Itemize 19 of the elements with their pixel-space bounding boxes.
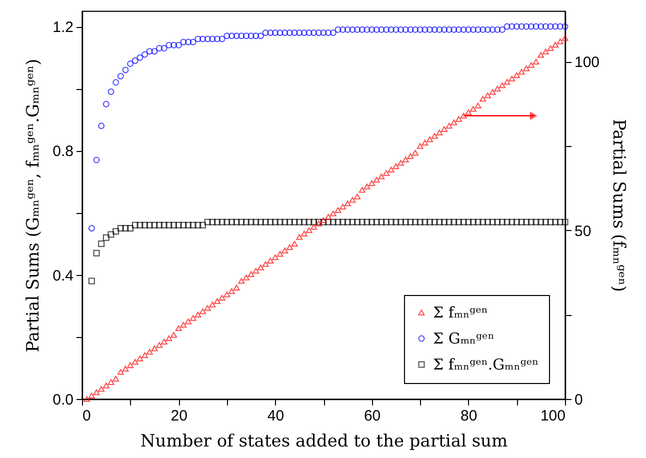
x-tick-label: 60 xyxy=(364,408,381,424)
y-tick-label: 0.4 xyxy=(52,267,74,284)
y-tick-label: 0.8 xyxy=(52,143,74,160)
x-tick-label: 100 xyxy=(540,408,566,424)
y-axis-title: Partial Sums (Gₘₙᵍᵉⁿ, fₘₙᵍᵉⁿ.Gₘₙᵍᵉⁿ) xyxy=(24,58,44,352)
legend-label: Σ Gₘₙᵍᵉⁿ xyxy=(433,330,494,348)
y-tick-label: 1.2 xyxy=(52,19,74,36)
y2-axis-title: Partial Sums (fₘₙᵍᵉⁿ) xyxy=(608,118,629,292)
x-tick-label: 20 xyxy=(170,408,188,424)
y-tick-label: 0.0 xyxy=(52,392,74,408)
legend-label: Σ fₘₙᵍᵉⁿ xyxy=(433,304,488,322)
x-tick-label: 40 xyxy=(267,408,284,424)
x-tick-label: 80 xyxy=(460,408,478,424)
y2-tick-label: 50 xyxy=(574,222,592,240)
x-tick-label: 0 xyxy=(82,408,91,424)
legend-label: Σ fₘₙᵍᵉⁿ.Gₘₙᵍᵉⁿ xyxy=(433,356,539,374)
y2-tick-label: 0 xyxy=(574,392,583,408)
y2-tick-label: 100 xyxy=(574,54,600,72)
x-axis-title: Number of states added to the partial sum xyxy=(140,432,508,452)
